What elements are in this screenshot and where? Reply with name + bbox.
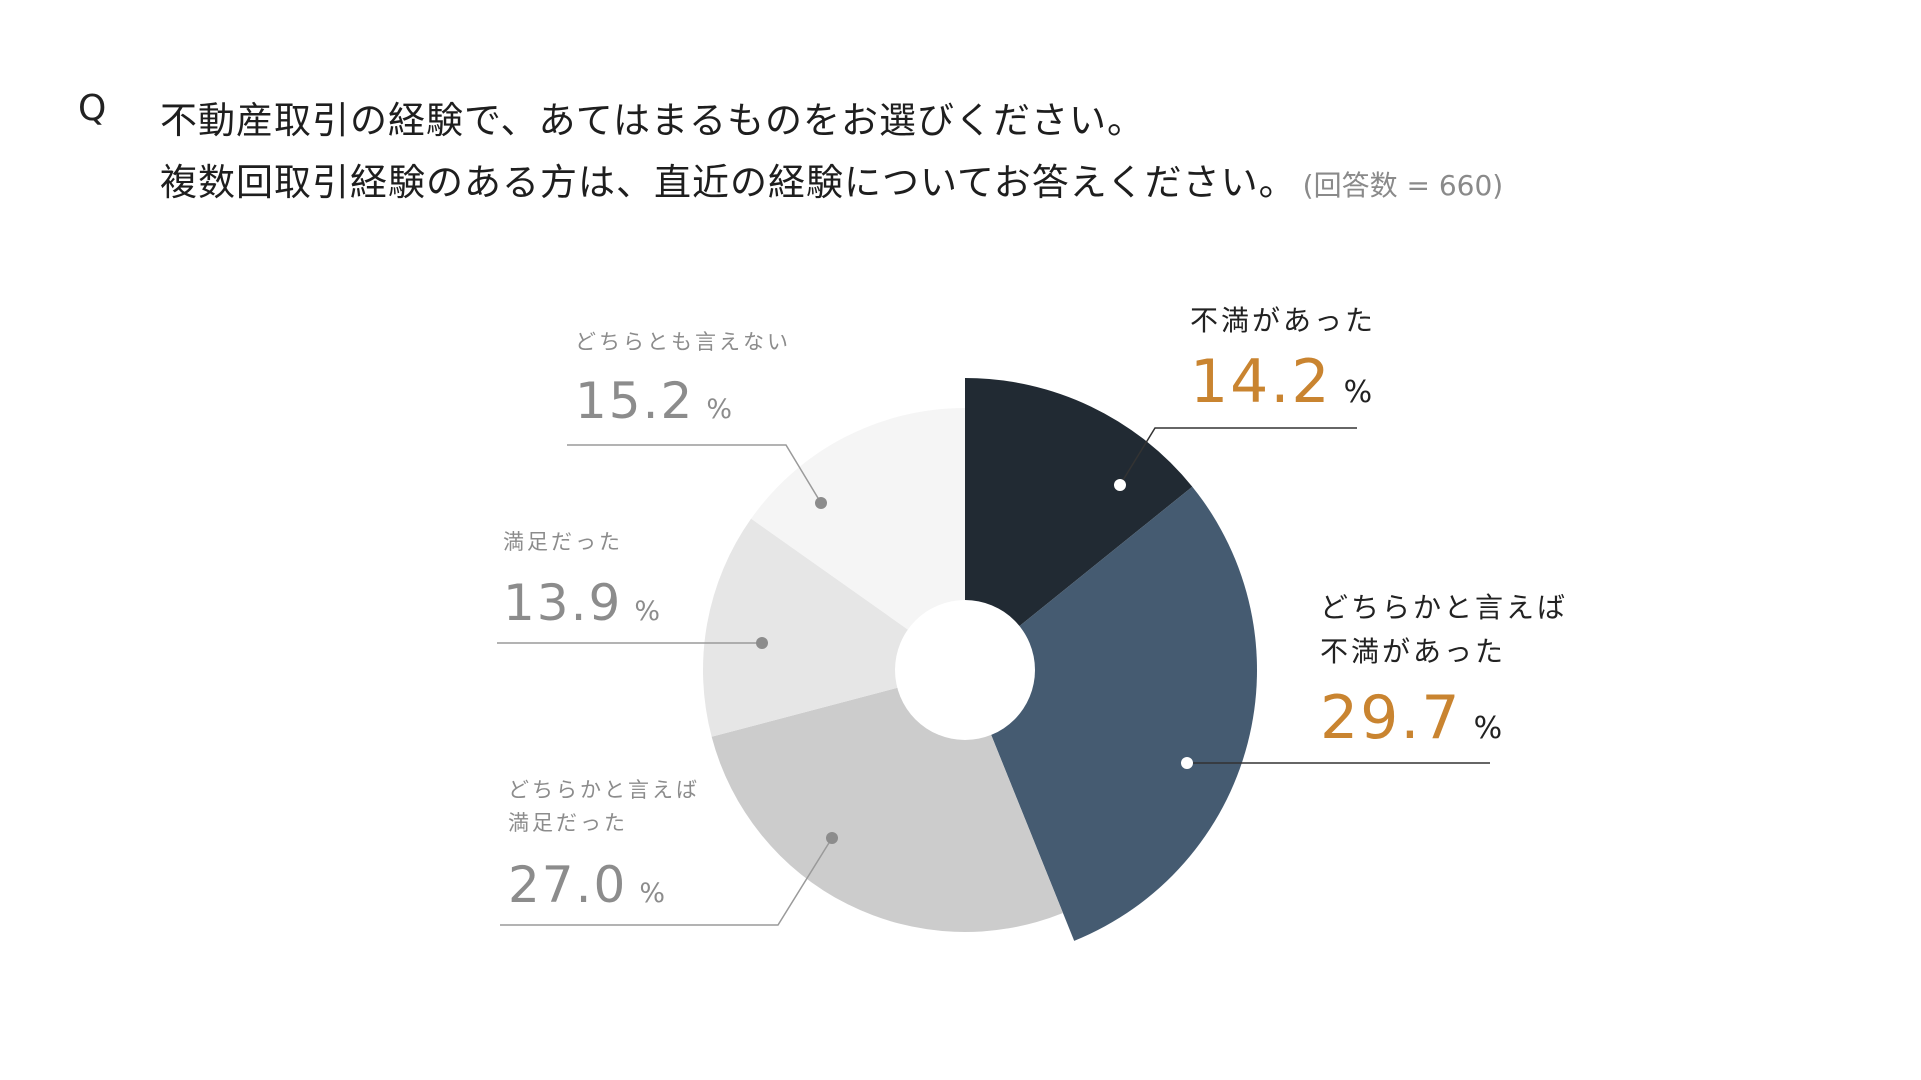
slice-value-1: 14.2 bbox=[1190, 347, 1332, 417]
slice-label-5: どちらとも言えない bbox=[575, 330, 791, 354]
leader-line-3 bbox=[500, 837, 833, 926]
slice-value-4: 13.9 bbox=[503, 574, 622, 632]
slice-label-1: 不満があった bbox=[1190, 304, 1376, 337]
slice-label-4: 満足だった bbox=[503, 530, 623, 554]
slice-unit-2: % bbox=[1474, 711, 1503, 746]
donut-hole bbox=[895, 600, 1035, 740]
pie-slice-2 bbox=[965, 486, 1257, 941]
slice-value-3: 27.0 bbox=[508, 856, 627, 914]
slice-unit-5: % bbox=[706, 394, 732, 425]
question-mark: Q bbox=[78, 88, 107, 129]
slice-label-2: どちらかと言えば不満があった bbox=[1320, 591, 1568, 668]
leader-dot-5 bbox=[815, 497, 827, 509]
leader-line-5 bbox=[567, 444, 822, 504]
leader-dot-2 bbox=[1181, 757, 1193, 769]
leader-dot-1 bbox=[1114, 479, 1126, 491]
leader-line-1 bbox=[1119, 427, 1357, 486]
slice-unit-4: % bbox=[634, 596, 660, 627]
question-line-2: 複数回取引経験のある方は、直近の経験についてお答えください。 (回答数 = 660… bbox=[160, 152, 1503, 206]
question-line-2-text: 複数回取引経験のある方は、直近の経験についてお答えください。 bbox=[160, 161, 1297, 204]
slice-unit-1: % bbox=[1344, 375, 1373, 410]
pie-slice-5 bbox=[751, 408, 965, 670]
leader-dot-4 bbox=[756, 637, 768, 649]
respondent-count-note: (回答数 = 660) bbox=[1302, 169, 1504, 202]
slice-value-5: 15.2 bbox=[575, 372, 694, 430]
slice-unit-3: % bbox=[639, 878, 665, 909]
pie-slice-1 bbox=[965, 378, 1193, 670]
slice-value-2: 29.7 bbox=[1320, 683, 1462, 753]
leader-dot-3 bbox=[826, 832, 838, 844]
question-line-1: 不動産取引の経験で、あてはまるものをお選びください。 bbox=[160, 99, 1146, 142]
slice-label-3: どちらかと言えば満足だった bbox=[508, 778, 700, 835]
